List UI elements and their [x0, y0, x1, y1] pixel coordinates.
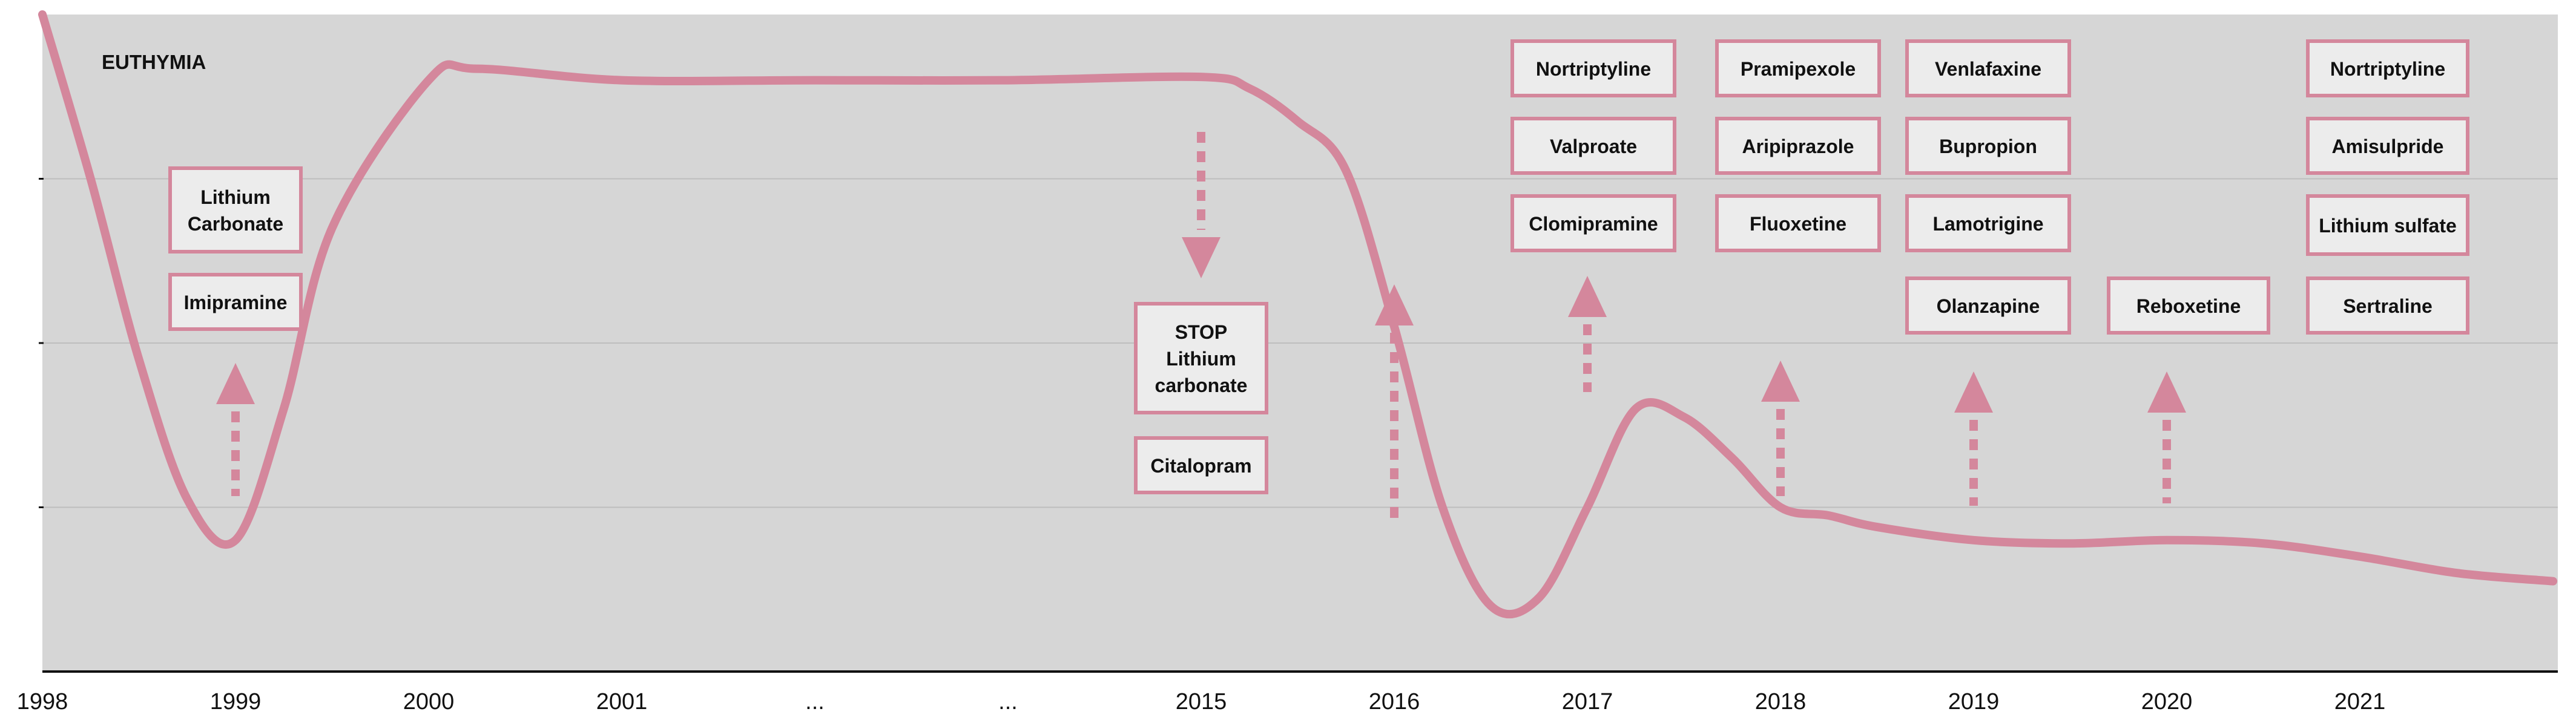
- drug-label: Clomipramine: [1529, 213, 1658, 235]
- x-tick-label: 2001: [596, 689, 648, 715]
- drug-label: Fluoxetine: [1750, 213, 1846, 235]
- drug-box: [1134, 302, 1268, 414]
- drug-label: Lithium sulfate: [2319, 215, 2457, 237]
- drug-box: [1905, 194, 2071, 252]
- arrow-head-up: [1761, 361, 1800, 402]
- drug-label: Olanzapine: [1937, 295, 2040, 317]
- drug-box: [2306, 194, 2469, 256]
- drug-label: Sertraline: [2343, 295, 2433, 317]
- drug-label: Venlafaxine: [1935, 58, 2041, 80]
- drug-box: [1134, 436, 1268, 494]
- drug-box: [1905, 117, 2071, 175]
- drug-label: STOP: [1175, 321, 1228, 343]
- x-tick-label: 2017: [1562, 689, 1613, 715]
- x-tick-label: 2016: [1369, 689, 1420, 715]
- drug-label: Valproate: [1550, 136, 1637, 157]
- drug-box: [1905, 276, 2071, 335]
- drug-box: [1510, 194, 1676, 252]
- arrow-head-up: [1375, 284, 1414, 325]
- drug-label: Reboxetine: [2136, 295, 2241, 317]
- series-line: [38, 10, 2557, 619]
- drug-label: Imipramine: [184, 292, 288, 313]
- x-tick-label: 2018: [1755, 689, 1807, 715]
- arrow-head-up: [216, 363, 255, 404]
- arrow-head-up: [1954, 371, 1993, 413]
- drug-label: carbonate: [1155, 374, 1248, 396]
- x-tick-label: ...: [805, 689, 825, 715]
- x-tick-label: 1999: [210, 689, 262, 715]
- drug-label: Amisulpride: [2332, 136, 2444, 157]
- arrow-head-up: [1568, 276, 1607, 317]
- drug-label: Lithium: [1166, 348, 1236, 370]
- drug-label: Lithium: [200, 186, 271, 208]
- drug-box: [2306, 276, 2469, 335]
- x-tick-label: 2015: [1176, 689, 1227, 715]
- drug-box: [168, 273, 303, 331]
- drug-box: [2107, 276, 2270, 335]
- drug-label: Lamotrigine: [1932, 213, 2043, 235]
- drug-box: [1715, 117, 1881, 175]
- x-tick-label: 2021: [2334, 689, 2386, 715]
- drug-box: [1905, 39, 2071, 97]
- drug-label: Bupropion: [1939, 136, 2037, 157]
- drug-box: [1510, 117, 1676, 175]
- drug-box: [1715, 194, 1881, 252]
- x-tick-label: 1998: [17, 689, 68, 715]
- drug-box: [1510, 39, 1676, 97]
- x-tick-label: 2019: [1948, 689, 2000, 715]
- drug-box: [2306, 39, 2469, 97]
- drug-label: Citalopram: [1150, 455, 1251, 477]
- x-tick-label: 2000: [403, 689, 455, 715]
- drug-label: Aripiprazole: [1742, 136, 1854, 157]
- drug-box: [168, 166, 303, 253]
- drug-label: Pramipexole: [1741, 58, 1856, 80]
- drug-box: [2306, 117, 2469, 175]
- x-tick-label: 2020: [2141, 689, 2193, 715]
- arrow-head-up: [2147, 371, 2186, 413]
- x-tick-label: ...: [998, 689, 1018, 715]
- arrow-head-down: [1182, 237, 1220, 278]
- euthymia-label: EUTHYMIA: [102, 51, 206, 73]
- drug-label: Nortriptyline: [2330, 58, 2445, 80]
- drug-box: [1715, 39, 1881, 97]
- drug-label: Carbonate: [188, 213, 283, 235]
- drug-label: Nortriptyline: [1536, 58, 1651, 80]
